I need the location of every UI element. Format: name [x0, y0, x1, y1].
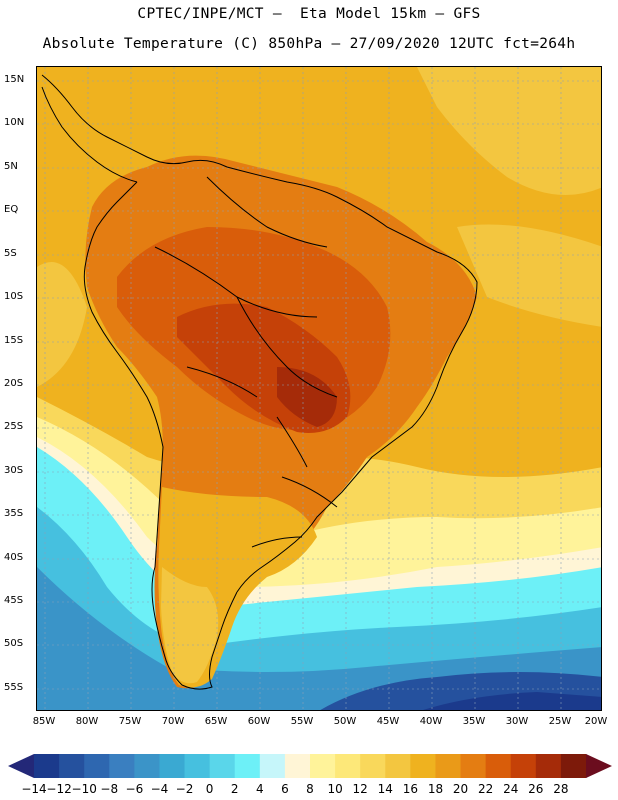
colorbar-cell [209, 754, 236, 778]
colorbar-label: −6 [125, 782, 144, 796]
colorbar-cell [310, 754, 336, 778]
colorbar-label: 16 [402, 782, 418, 796]
colorbar-cell [59, 754, 85, 778]
lat-label: 5N [4, 161, 18, 172]
lat-label: 10S [4, 291, 24, 302]
colorbar-cell [184, 754, 211, 778]
temperature-colorbar [8, 754, 612, 778]
colorbar-label: 6 [281, 782, 289, 796]
lon-label: 75W [118, 716, 142, 727]
lon-label: 40W [419, 716, 443, 727]
colorbar-cell [435, 754, 462, 778]
colorbar-label: −14 [21, 782, 47, 796]
lat-label: EQ [4, 204, 19, 215]
temperature-map [36, 66, 602, 711]
lat-label: 15N [4, 74, 25, 85]
colorbar-label: 4 [255, 782, 264, 796]
patagonia-cooler [161, 567, 219, 684]
lat-label: 50S [4, 638, 24, 649]
colorbar-cell [360, 754, 386, 778]
colorbar-cell [234, 754, 261, 778]
pacific-patch [37, 262, 87, 387]
colorbar-label: 12 [352, 782, 368, 796]
colorbar-label: 22 [477, 782, 494, 796]
colorbar-label: 2 [230, 782, 239, 796]
lat-label: 25S [4, 421, 24, 432]
lon-label: 70W [161, 716, 185, 727]
lat-label: 55S [4, 682, 24, 693]
colorbar-label: 0 [205, 782, 214, 796]
colorbar-label: −2 [175, 782, 194, 796]
colorbar-cell [34, 754, 60, 778]
colorbar-cell [109, 754, 135, 778]
colorbar-cell [335, 754, 361, 778]
colorbar-cell [535, 754, 562, 778]
colorbar-cell [259, 754, 286, 778]
coldest-band [423, 692, 601, 710]
map-title-variable: Absolute Temperature (C) 850hPa – 27/09/… [42, 36, 576, 52]
lat-label: 35S [4, 508, 24, 519]
graticule [37, 67, 601, 710]
coastlines [41, 74, 478, 690]
lat-label: 45S [4, 595, 24, 606]
atlantic-patch [457, 224, 601, 327]
colorbar-cell [460, 754, 487, 778]
colorbar-cell [159, 754, 186, 778]
lon-label: 65W [204, 716, 228, 727]
colorbar-low-arrow [8, 754, 34, 778]
colorbar-label: 20 [452, 782, 469, 796]
hottest-core [277, 367, 337, 427]
colorbar-label: −8 [100, 782, 119, 796]
colorbar-cell [385, 754, 411, 778]
lat-label: 20S [4, 378, 24, 389]
colorbar-label: −10 [71, 782, 97, 796]
lat-label: 10N [4, 117, 25, 128]
colorbar-label: −12 [46, 782, 72, 796]
lat-label: 15S [4, 335, 24, 346]
north-atlantic-patch [417, 67, 601, 195]
colorbar-cell [84, 754, 110, 778]
lon-label: 85W [32, 716, 56, 727]
colorbar-high-arrow [586, 754, 612, 778]
lat-label: 5S [4, 248, 17, 259]
colorbar-cell [560, 754, 587, 778]
colorbar-cell [410, 754, 436, 778]
lon-label: 35W [462, 716, 486, 727]
lon-label: 55W [290, 716, 314, 727]
lon-label: 30W [505, 716, 529, 727]
colorbar-label: −4 [150, 782, 169, 796]
colorbar-label: 18 [427, 782, 444, 796]
colorbar-label: 28 [553, 782, 569, 796]
colorbar-label: 24 [503, 782, 519, 796]
map-canvas [37, 67, 601, 710]
colorbar-cell [284, 754, 311, 778]
lon-label: 45W [376, 716, 400, 727]
colorbar-cell [510, 754, 537, 778]
colorbar-label: 26 [528, 782, 544, 796]
colorbar-cell [134, 754, 160, 778]
lon-label: 50W [333, 716, 357, 727]
lon-label: 25W [548, 716, 572, 727]
lat-label: 40S [4, 552, 24, 563]
colorbar-cell [485, 754, 512, 778]
colorbar-label: 8 [306, 782, 314, 796]
colorbar-cells [34, 754, 587, 778]
lat-label: 30S [4, 465, 24, 476]
lon-label: 80W [75, 716, 99, 727]
colorbar-label: 10 [327, 782, 343, 796]
lon-label: 20W [584, 716, 608, 727]
map-title-model: CPTEC/INPE/MCT – Eta Model 15km – GFS [137, 6, 481, 22]
colorbar-label: 14 [377, 782, 393, 796]
lon-label: 60W [247, 716, 271, 727]
